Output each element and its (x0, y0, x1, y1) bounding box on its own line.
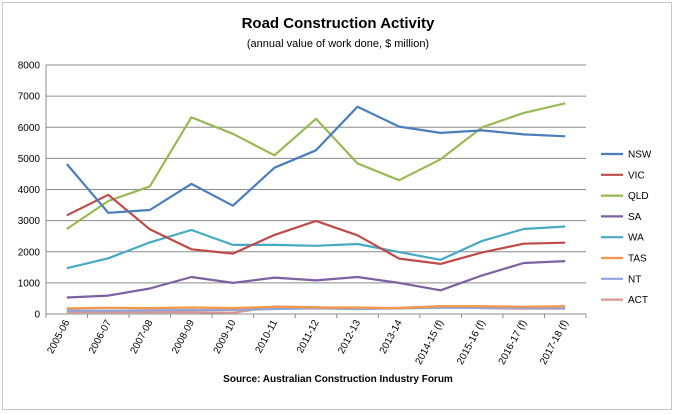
y-tick-label: 7000 (18, 92, 41, 103)
x-tick-label: 2016-17 (f) (497, 318, 530, 366)
x-tick-label: 2017-18 (f) (538, 318, 571, 366)
legend-label-wa: WA (628, 233, 644, 244)
legend-label-act: ACT (628, 295, 648, 306)
x-tick-label: 2008-09 (170, 318, 197, 356)
x-tick-label: 2011-12 (295, 318, 322, 355)
y-tick-label: 4000 (18, 185, 41, 196)
x-tick-label: 2010-11 (254, 318, 281, 355)
series-line-qld (66, 102, 566, 230)
series-line-sa (66, 260, 566, 299)
y-tick-label: 6000 (18, 123, 41, 134)
chart-subtitle: (annual value of work done, $ million) (246, 38, 430, 50)
chart-frame (2, 2, 672, 410)
legend-label-vic: VIC (628, 170, 645, 181)
y-tick-label: 5000 (18, 154, 41, 165)
series-line-wa (66, 225, 566, 270)
x-tick-label: 2012-13 (336, 318, 363, 356)
x-tick-label: 2007-08 (129, 318, 156, 356)
legend-label-nt: NT (628, 274, 641, 285)
legend-label-nsw: NSW (628, 150, 652, 161)
x-tick-label: 2014-15 (f) (414, 318, 447, 366)
legend-label-tas: TAS (628, 254, 647, 265)
series-line-tas (66, 305, 566, 310)
x-tick-label: 2009-10 (212, 318, 239, 356)
x-tick-label: 2013-14 (378, 318, 405, 356)
y-tick-label: 8000 (18, 61, 41, 72)
y-tick-label: 2000 (18, 247, 41, 258)
y-tick-label: 0 (34, 310, 40, 321)
legend-label-qld: QLD (628, 191, 649, 202)
x-tick-label: 2005-06 (45, 318, 72, 356)
chart-title: Road Construction Activity (241, 15, 435, 32)
chart-source: Source: Australian Construction Industry… (223, 374, 453, 385)
series-line-nsw (65, 105, 566, 214)
legend-label-sa: SA (628, 212, 642, 223)
y-tick-label: 3000 (18, 216, 41, 227)
x-tick-label: 2006-07 (87, 318, 114, 356)
series-line-vic (66, 193, 566, 265)
y-tick-label: 1000 (18, 278, 41, 289)
x-tick-label: 2015-16 (f) (455, 318, 488, 366)
